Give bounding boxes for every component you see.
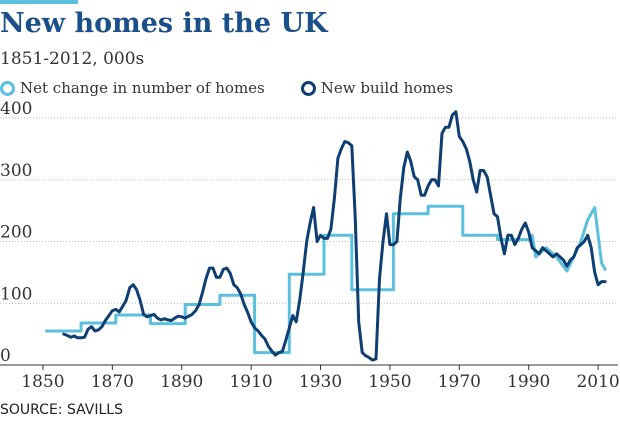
y-tick-label-0: 0: [0, 346, 11, 366]
y-tick-label-400: 400: [0, 99, 32, 119]
y-tick-label-100: 100: [0, 284, 32, 304]
chart-subtitle: 1851-2012, 000s: [0, 49, 145, 69]
x-tick-label-1870: 1870: [91, 372, 134, 392]
chart-title: New homes in the UK: [0, 8, 328, 39]
x-tick-label-1890: 1890: [160, 372, 203, 392]
y-tick-label-300: 300: [0, 161, 32, 181]
x-tick-label-1910: 1910: [229, 372, 272, 392]
source-note: SOURCE: SAVILLS: [0, 402, 123, 418]
x-tick-label-1950: 1950: [368, 372, 411, 392]
legend-label-new-build: New build homes: [320, 79, 454, 97]
series-line-net-change: [44, 204, 607, 355]
legend-swatch-net-change: [0, 80, 15, 96]
x-tick-label-1930: 1930: [299, 372, 342, 392]
x-tick-label-1970: 1970: [438, 372, 481, 392]
x-tick-label-1850: 1850: [21, 372, 64, 392]
chart-legend: Net change in number of homes New build …: [0, 78, 489, 98]
legend-item-new-build: New build homes: [300, 79, 454, 97]
y-tick-label-200: 200: [0, 223, 32, 243]
x-tick-label-1990: 1990: [507, 372, 550, 392]
legend-item-net-change: Net change in number of homes: [0, 79, 265, 97]
series-line-new-build: [62, 110, 607, 362]
accent-bar: [0, 0, 78, 4]
x-tick-label-2010: 2010: [576, 372, 619, 392]
legend-label-net-change: Net change in number of homes: [20, 79, 265, 97]
legend-swatch-new-build: [300, 80, 316, 96]
